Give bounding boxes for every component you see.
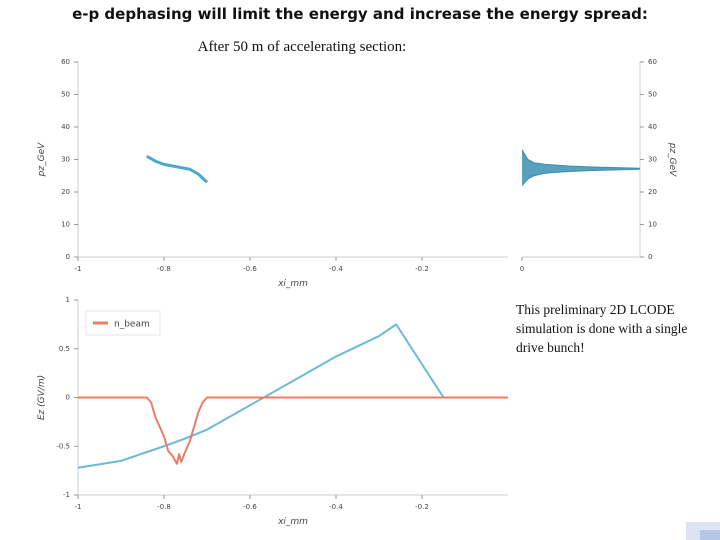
y-tick-label: 50 xyxy=(648,91,657,99)
y-axis-label: Ez (GV/m) xyxy=(37,375,47,420)
x-tick-label: -0.8 xyxy=(157,265,171,273)
x-tick-label: -1 xyxy=(75,503,82,511)
y-tick-label: -1 xyxy=(63,491,70,499)
y-tick-label: 1 xyxy=(66,296,70,304)
y-axis-label: pz_GeV xyxy=(37,142,47,177)
x-tick-label: -0.2 xyxy=(415,265,429,273)
x-tick-label: 0 xyxy=(520,265,524,273)
y-tick-label: 30 xyxy=(648,156,657,164)
y-tick-label: 0 xyxy=(66,394,70,402)
slide-subtitle: After 50 m of accelerating section: xyxy=(198,39,407,55)
x-tick-label: -0.4 xyxy=(329,265,343,273)
y-tick-label: 60 xyxy=(648,58,657,66)
y-tick-label: 40 xyxy=(648,123,657,131)
y-tick-label: 50 xyxy=(61,91,70,99)
y-tick-label: 0.5 xyxy=(59,345,70,353)
y-tick-label: 30 xyxy=(61,156,70,164)
x-tick-label: -0.2 xyxy=(415,503,429,511)
y-tick-label: 10 xyxy=(648,221,657,229)
slide-title: e-p dephasing will limit the energy and … xyxy=(72,5,648,23)
y-tick-label: 0 xyxy=(648,253,652,261)
legend-box xyxy=(85,310,161,336)
y-tick-label: -0.5 xyxy=(56,442,70,450)
y-tick-label: 40 xyxy=(61,123,70,131)
x-tick-label: -0.4 xyxy=(329,503,343,511)
y-tick-label: 60 xyxy=(61,58,70,66)
x-tick-label: -1 xyxy=(75,265,82,273)
y-tick-label: 20 xyxy=(61,188,70,196)
x-axis-label: xi_mm xyxy=(277,279,308,289)
x-tick-label: -0.8 xyxy=(157,503,171,511)
note-box: This preliminary 2D LCODE simulation is … xyxy=(516,302,688,355)
y-tick-label: 10 xyxy=(61,221,70,229)
x-axis-label: xi_mm xyxy=(277,517,308,527)
series-line xyxy=(146,154,209,184)
x-tick-label: -0.6 xyxy=(243,503,257,511)
legend-label: n_beam xyxy=(114,320,150,330)
x-tick-label: -0.6 xyxy=(243,265,257,273)
series-line xyxy=(77,323,508,469)
range-edge xyxy=(521,149,641,169)
series-line xyxy=(78,396,508,465)
y-tick-label: 0 xyxy=(66,253,70,261)
range-fill xyxy=(522,149,640,186)
y-tick-label: 20 xyxy=(648,188,657,196)
y-axis-label: pz_GeV xyxy=(667,142,677,177)
corner-decor xyxy=(700,530,720,540)
note: This preliminary 2D LCODE simulation is … xyxy=(516,302,688,355)
range-edge xyxy=(521,168,641,186)
